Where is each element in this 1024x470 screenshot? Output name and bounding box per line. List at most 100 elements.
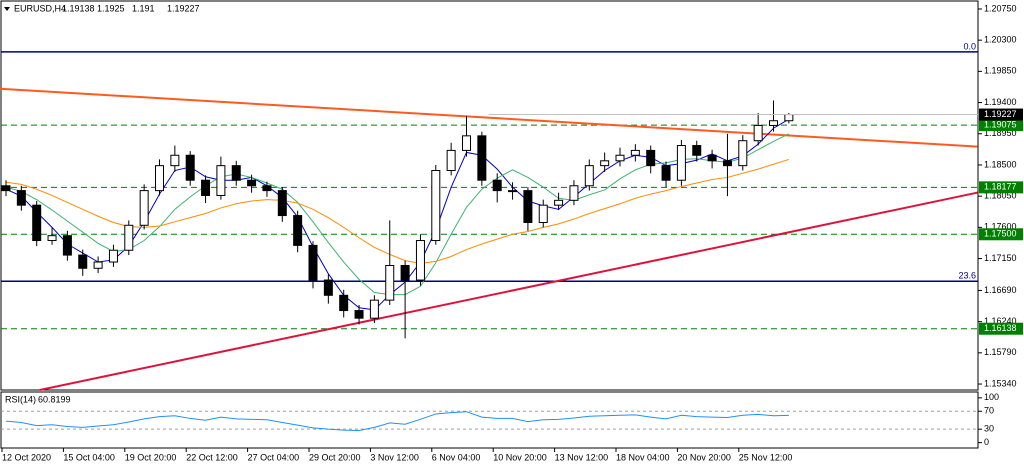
level-label: 1.17500: [984, 229, 1017, 239]
last-high: 1.1925: [97, 3, 125, 13]
current-price-tag: [979, 108, 1023, 121]
moving-average: [5, 133, 790, 296]
rsi-tick-label: 70: [984, 406, 994, 416]
candle-body: [247, 179, 257, 187]
y-tick-label: 1.18950: [984, 128, 1017, 138]
candle-body: [93, 261, 103, 269]
candle-body: [538, 204, 548, 224]
candle-body: [400, 264, 410, 281]
chart-title: EURUSD,H4: [14, 3, 66, 13]
x-tick-label: 18 Nov 04:00: [616, 452, 670, 462]
x-tick-label: 10 Nov 20:00: [493, 452, 547, 462]
x-tick-label: 22 Oct 12:00: [186, 452, 238, 462]
candle-body: [277, 190, 287, 217]
candle-body: [170, 154, 180, 167]
candle-body: [722, 160, 732, 167]
fib-label: 23.6: [958, 271, 976, 281]
main-frame: [0, 0, 979, 391]
moving-average: [5, 158, 790, 264]
candle-body: [707, 154, 717, 162]
candle-body: [32, 204, 42, 242]
menu-icon: [4, 7, 10, 11]
current-price-label: 1.19227: [984, 109, 1017, 119]
rsi-last-value: 60.8199: [38, 394, 71, 404]
level-tag: [979, 228, 1023, 241]
x-tick-label: 6 Nov 04:00: [432, 452, 481, 462]
candle-body: [1, 185, 11, 192]
trend-line: [0, 87, 978, 148]
y-tick-label: 1.16690: [984, 285, 1017, 295]
x-tick-label: 13 Nov 12:00: [555, 452, 609, 462]
candle-body: [784, 114, 794, 122]
candle-body: [477, 135, 487, 181]
trend-line: [39, 191, 978, 391]
candle-body: [323, 279, 333, 296]
y-tick-label: 1.15790: [984, 347, 1017, 357]
candle-body: [753, 124, 763, 142]
candle-body: [431, 170, 441, 242]
y-tick-label: 1.16240: [984, 316, 1017, 326]
x-tick-label: 25 Nov 12:00: [739, 452, 793, 462]
candle-body: [385, 264, 395, 301]
y-tick-label: 1.20750: [984, 3, 1017, 13]
level-tag: [979, 181, 1023, 194]
candle-body: [339, 294, 349, 312]
candle-body: [462, 135, 471, 151]
fib-label: 0.0: [963, 41, 976, 51]
candle-body: [201, 179, 211, 196]
candle-body: [769, 120, 778, 126]
candle-body: [523, 190, 533, 224]
level-tag: [979, 119, 1023, 132]
last-open: 1.19138: [62, 3, 95, 13]
candle-body: [492, 179, 502, 192]
candle-body: [185, 154, 195, 181]
candle-body: [47, 235, 57, 242]
y-tick-label: 1.15340: [984, 378, 1017, 388]
candle-body: [155, 165, 164, 192]
y-tick-label: 1.17600: [984, 222, 1017, 232]
candle-body: [415, 240, 425, 281]
candle-body: [139, 190, 149, 226]
x-tick-label: 20 Nov 20:00: [677, 452, 731, 462]
candle-body: [569, 185, 579, 201]
candle-body: [231, 165, 241, 181]
rsi-tick-label: 0: [984, 437, 989, 447]
candle-body: [692, 145, 702, 156]
candle-body: [508, 190, 518, 193]
rsi-tick-label: 100: [984, 392, 999, 402]
y-tick-label: 1.19400: [984, 97, 1017, 107]
candle-body: [615, 154, 625, 162]
candle-body: [646, 149, 656, 167]
candle-body: [16, 190, 26, 206]
rsi-title: RSI(14): [5, 394, 36, 404]
last-close: 1.19227: [167, 3, 200, 13]
x-tick-label: 27 Oct 04:00: [248, 452, 300, 462]
candle-body: [293, 215, 303, 246]
y-tick-label: 1.18500: [984, 159, 1017, 169]
candle-body: [446, 149, 456, 172]
rsi-tick-label: 30: [984, 424, 994, 434]
x-tick-label: 29 Oct 20:00: [309, 452, 361, 462]
candle-body: [62, 235, 72, 256]
last-low: 1.191: [132, 3, 155, 13]
candle-body: [584, 165, 594, 187]
y-tick-label: 1.17150: [984, 253, 1017, 263]
y-tick-label: 1.19850: [984, 66, 1017, 76]
candle-body: [630, 149, 640, 156]
candle-body: [738, 140, 748, 167]
level-label: 1.18177: [984, 182, 1017, 192]
candle-body: [78, 254, 88, 269]
candle-body: [676, 145, 686, 181]
candle-body: [262, 185, 272, 192]
rsi-line: [5, 411, 789, 432]
candle-body: [554, 199, 564, 206]
candle-body: [308, 244, 318, 281]
level-tag: [979, 322, 1023, 335]
candle-body: [216, 165, 226, 196]
x-tick-label: 12 Oct 2020: [2, 452, 51, 462]
x-tick-label: 19 Oct 20:00: [125, 452, 177, 462]
rsi-frame: [0, 391, 979, 449]
